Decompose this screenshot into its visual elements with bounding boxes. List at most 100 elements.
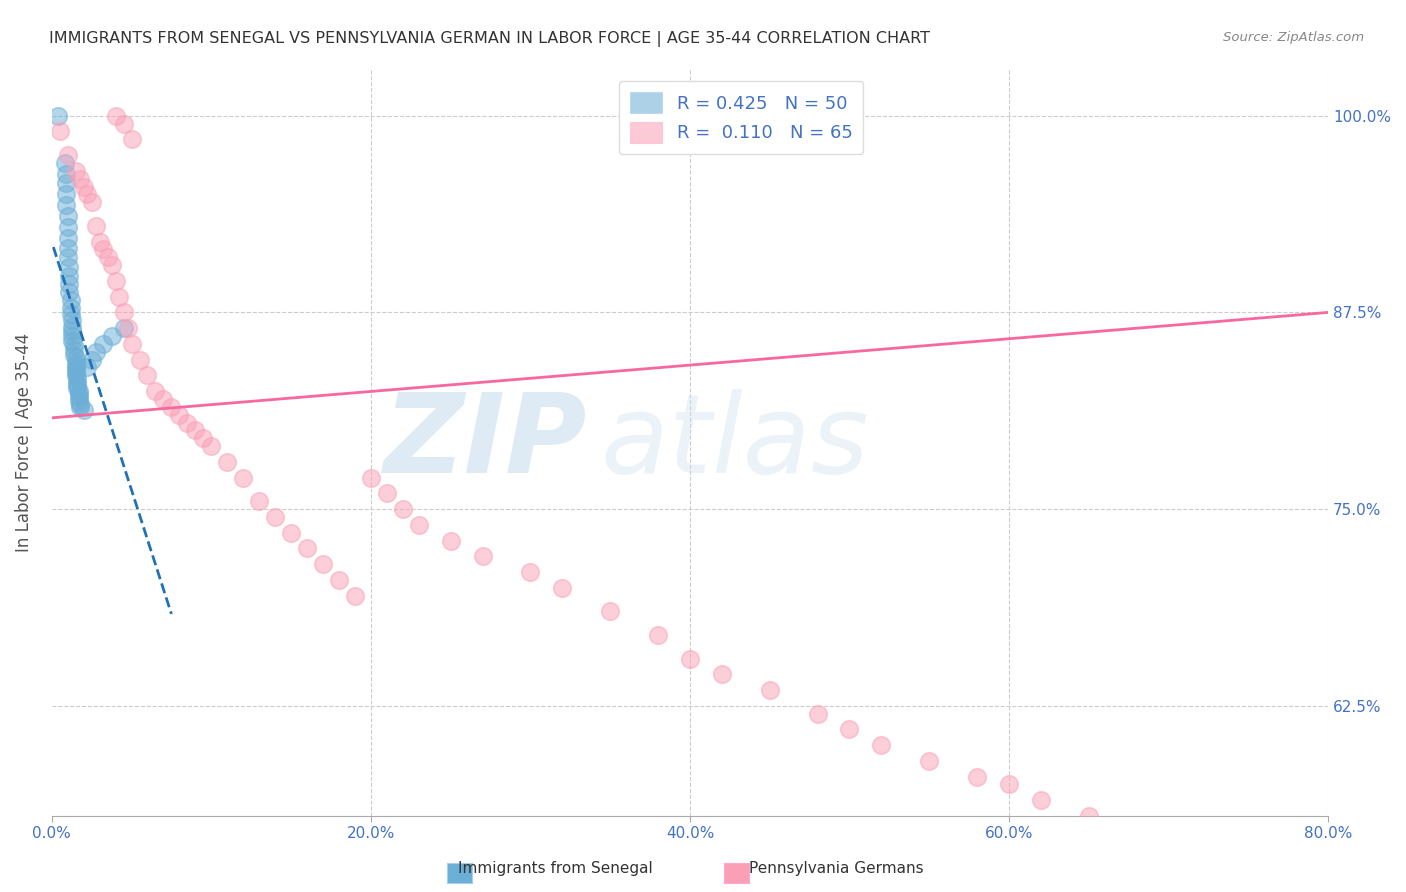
Point xyxy=(136,368,159,383)
Point xyxy=(63,343,86,358)
Point xyxy=(59,293,82,307)
Point xyxy=(145,384,167,398)
Point xyxy=(117,321,139,335)
Text: Source: ZipAtlas.com: Source: ZipAtlas.com xyxy=(1223,31,1364,45)
Point xyxy=(48,124,70,138)
Point xyxy=(66,371,89,385)
Point xyxy=(80,352,103,367)
Point xyxy=(519,565,541,579)
Point xyxy=(65,356,87,370)
Point xyxy=(53,156,76,170)
Point xyxy=(91,337,114,351)
Y-axis label: In Labor Force | Age 35-44: In Labor Force | Age 35-44 xyxy=(15,333,32,552)
Point xyxy=(55,177,77,191)
Point xyxy=(69,400,91,414)
Point xyxy=(58,285,80,299)
Point xyxy=(121,132,143,146)
Point xyxy=(58,269,80,284)
Point xyxy=(63,348,86,362)
Point xyxy=(966,770,988,784)
Point xyxy=(55,198,77,212)
Point xyxy=(76,360,98,375)
Point xyxy=(62,329,84,343)
Point xyxy=(65,359,87,373)
Text: ZIP: ZIP xyxy=(384,389,588,496)
Point xyxy=(63,338,86,352)
Point xyxy=(328,573,350,587)
Point xyxy=(1029,793,1052,807)
Point xyxy=(59,301,82,315)
Point xyxy=(112,117,135,131)
Point xyxy=(89,235,111,249)
Point xyxy=(91,243,114,257)
Point xyxy=(128,352,150,367)
Point xyxy=(107,290,129,304)
Point xyxy=(55,187,77,202)
Point xyxy=(918,754,941,768)
Point xyxy=(647,628,669,642)
Point xyxy=(806,706,828,721)
Point xyxy=(104,109,127,123)
Point xyxy=(73,403,96,417)
Point xyxy=(65,163,87,178)
Point xyxy=(312,557,335,571)
Point xyxy=(66,381,89,395)
Point xyxy=(112,305,135,319)
Point xyxy=(152,392,174,406)
Point xyxy=(56,148,79,162)
Point xyxy=(65,362,87,376)
Point xyxy=(62,319,84,334)
Point xyxy=(391,502,413,516)
Point xyxy=(176,416,198,430)
Point xyxy=(375,486,398,500)
Point xyxy=(295,541,318,556)
Point xyxy=(1157,832,1180,847)
Point xyxy=(67,384,90,398)
Text: atlas: atlas xyxy=(600,389,869,496)
Point xyxy=(758,683,780,698)
Point xyxy=(73,179,96,194)
Point xyxy=(66,377,89,392)
Point xyxy=(121,337,143,351)
Point xyxy=(184,424,207,438)
Point xyxy=(80,195,103,210)
Point xyxy=(67,393,90,408)
Point xyxy=(65,365,87,379)
Point xyxy=(710,667,733,681)
Point xyxy=(599,604,621,618)
Point xyxy=(104,274,127,288)
Point xyxy=(169,408,191,422)
Point xyxy=(471,549,494,564)
Text: IMMIGRANTS FROM SENEGAL VS PENNSYLVANIA GERMAN IN LABOR FORCE | AGE 35-44 CORREL: IMMIGRANTS FROM SENEGAL VS PENNSYLVANIA … xyxy=(49,31,931,47)
Point xyxy=(67,387,90,401)
Point xyxy=(66,375,89,389)
Point xyxy=(439,533,461,548)
Point xyxy=(59,307,82,321)
Point xyxy=(56,220,79,235)
Point xyxy=(232,470,254,484)
Point xyxy=(56,210,79,224)
Point xyxy=(101,329,124,343)
Point xyxy=(998,777,1021,791)
Point xyxy=(838,723,860,737)
Point xyxy=(65,368,87,383)
Point xyxy=(55,167,77,181)
Point xyxy=(56,231,79,245)
Point xyxy=(160,400,183,414)
Point xyxy=(62,324,84,338)
Point xyxy=(408,517,430,532)
Point xyxy=(112,321,135,335)
Point xyxy=(56,241,79,255)
Point xyxy=(343,589,366,603)
Point xyxy=(69,171,91,186)
Point xyxy=(62,313,84,327)
Point xyxy=(69,397,91,411)
Point xyxy=(200,439,222,453)
Legend: R = 0.425   N = 50, R =  0.110   N = 65: R = 0.425 N = 50, R = 0.110 N = 65 xyxy=(619,81,863,153)
Point xyxy=(76,187,98,202)
Text: Immigrants from Senegal: Immigrants from Senegal xyxy=(458,861,652,876)
Point xyxy=(217,455,239,469)
Point xyxy=(58,277,80,291)
Point xyxy=(67,390,90,404)
Point xyxy=(264,510,287,524)
